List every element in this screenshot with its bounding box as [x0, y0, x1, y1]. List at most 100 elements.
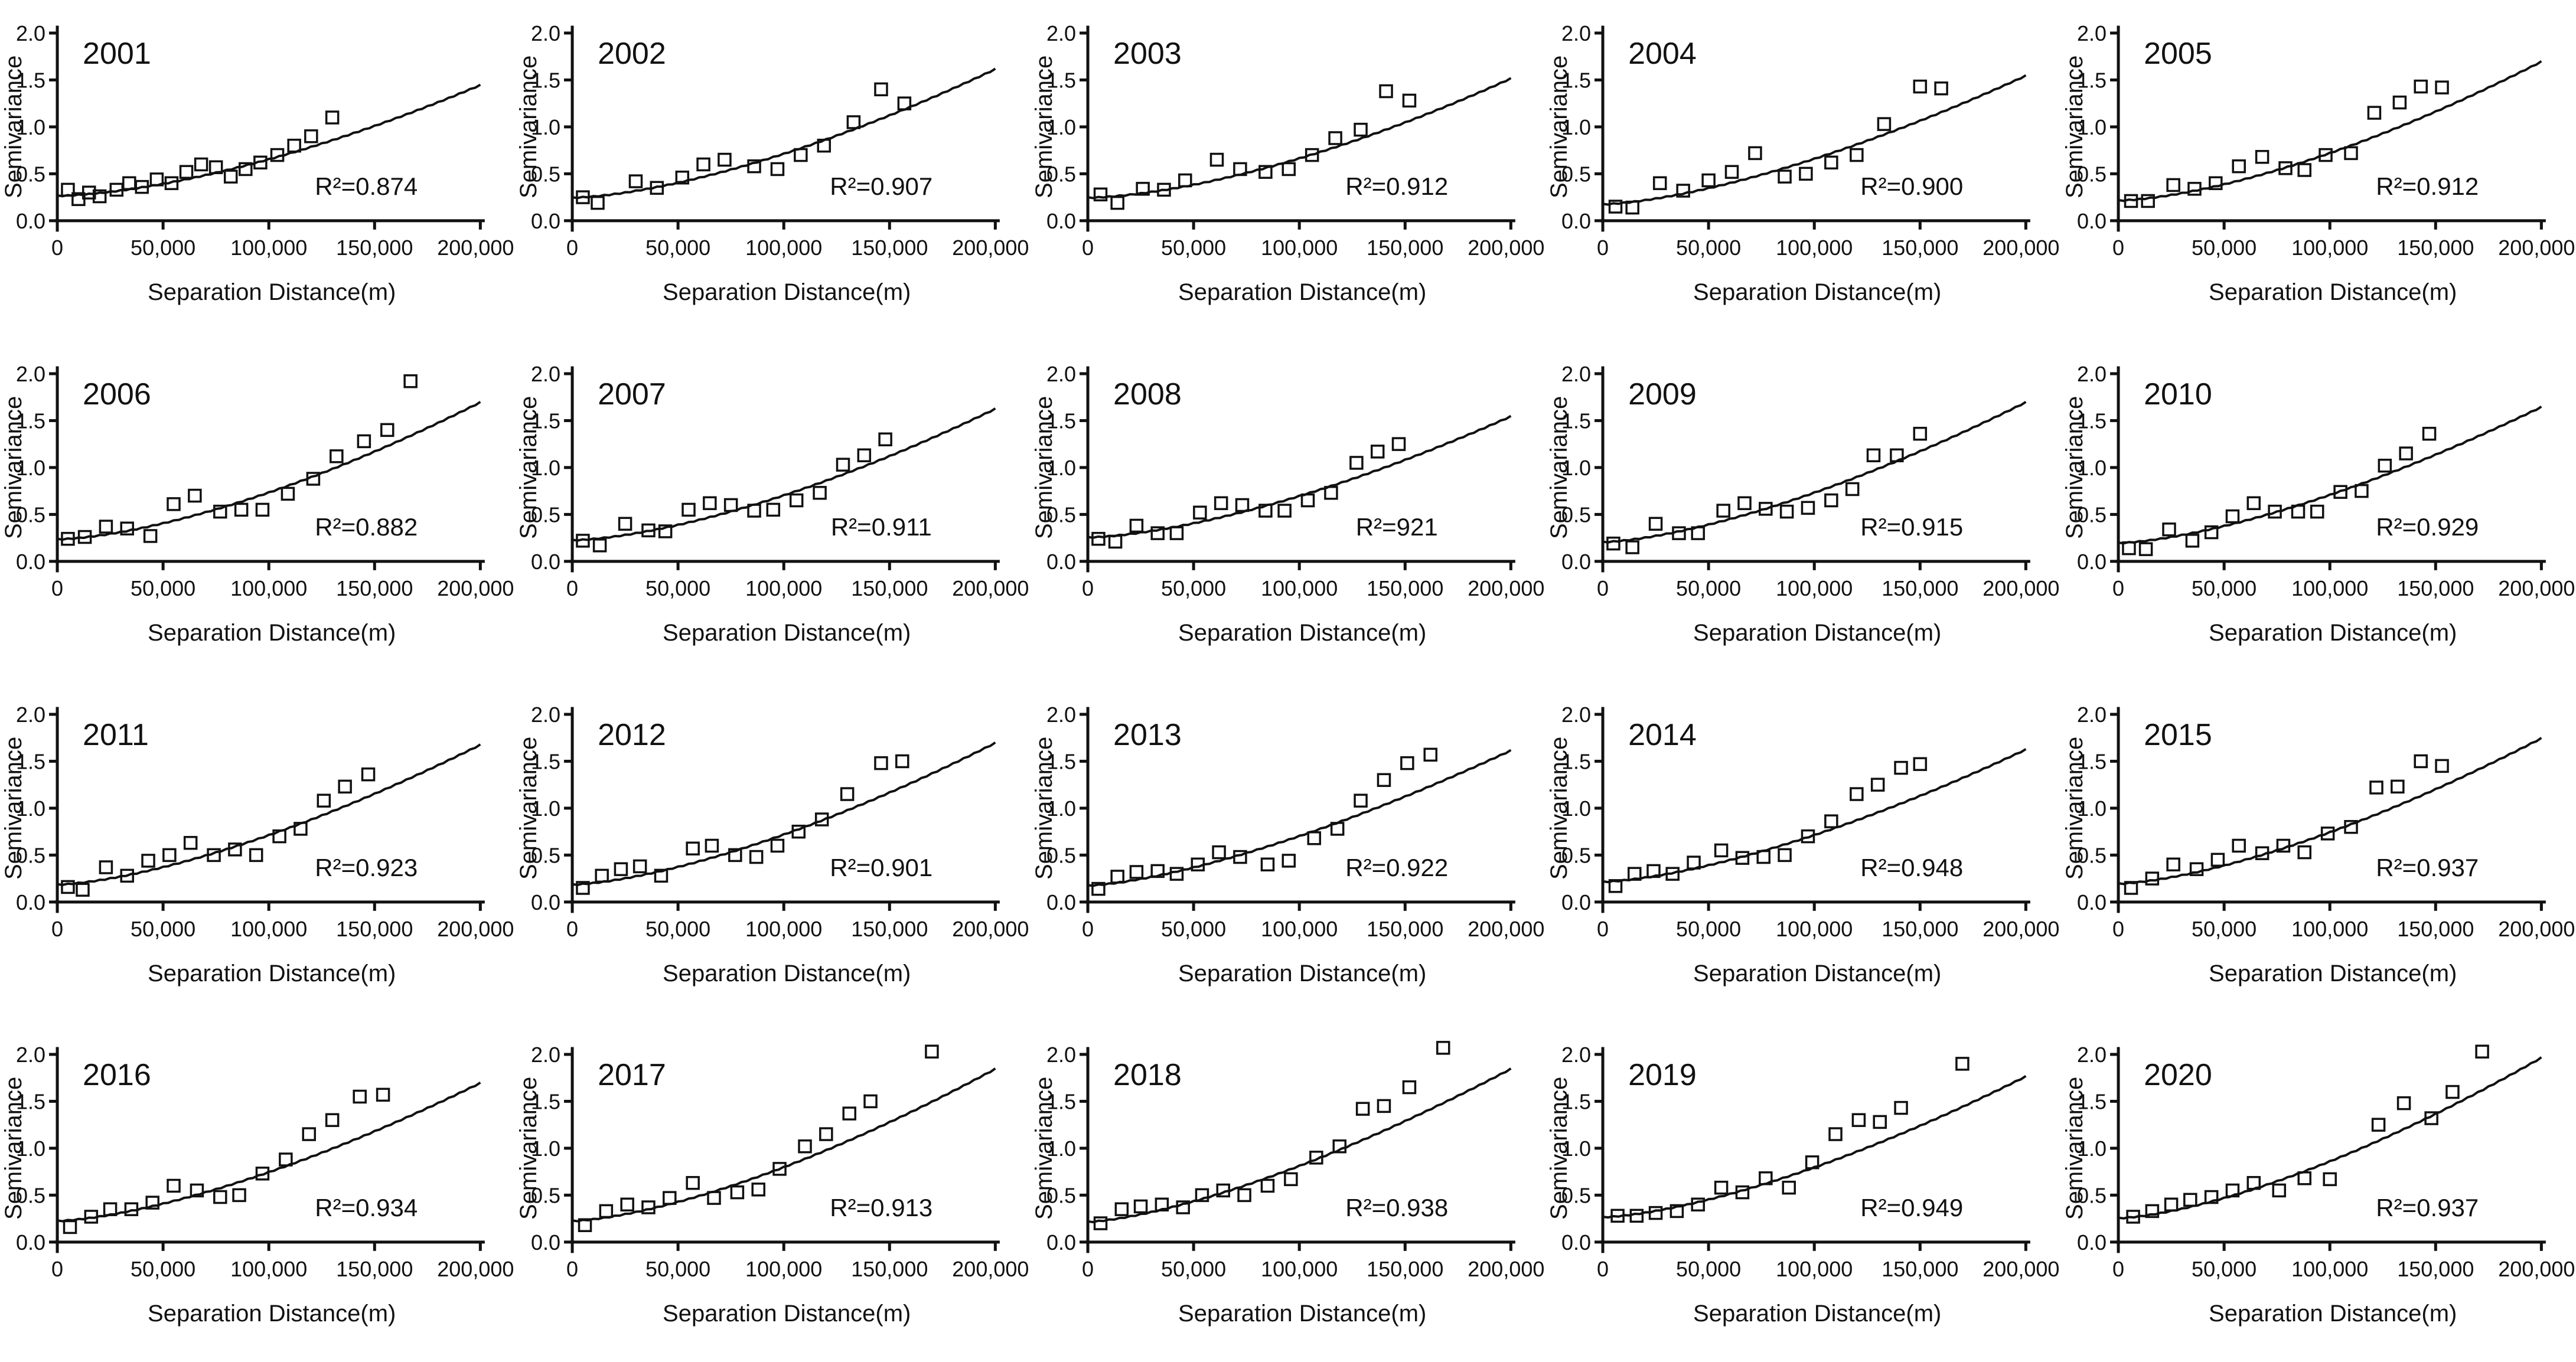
data-point — [99, 520, 113, 534]
year-label: 2013 — [1113, 717, 1182, 752]
y-tick-label: 0.5 — [1561, 1184, 1591, 1208]
x-tick-label: 0 — [1082, 576, 1094, 600]
y-tick-label: 1.0 — [16, 1136, 45, 1161]
data-point — [183, 835, 198, 850]
data-point — [2166, 857, 2180, 871]
r-squared-label: R²=0.913 — [830, 1194, 933, 1221]
x-tick-label: 50,000 — [1676, 576, 1741, 600]
data-point — [2434, 80, 2449, 94]
x-axis-title: Separation Distance(m) — [1178, 1301, 1426, 1327]
x-tick-label: 50,000 — [645, 1257, 710, 1281]
panel-2010: 0.0 0.5 1.0 1.5 2.0 0 50,000 100,000 150,000 200,… — [2061, 341, 2576, 681]
data-point — [1606, 536, 1620, 551]
data-point — [1155, 1197, 1169, 1212]
y-axis-title: Semivariance — [1031, 736, 1057, 879]
y-tick-label: 0.0 — [1046, 1230, 1076, 1255]
data-point — [1114, 1202, 1129, 1217]
data-point — [2138, 542, 2153, 556]
data-point — [149, 172, 164, 187]
data-point — [1354, 122, 1368, 137]
x-tick-label: 150,000 — [1882, 236, 1958, 260]
data-point — [2183, 1193, 2197, 1207]
data-point — [1305, 148, 1319, 162]
y-axis-title: Semivariance — [2062, 55, 2088, 198]
data-point — [103, 1202, 118, 1217]
y-tick-label: 1.0 — [1561, 456, 1591, 480]
x-tick-label: 100,000 — [1776, 576, 1853, 600]
data-point — [2333, 485, 2347, 499]
data-point — [77, 530, 92, 544]
chart-2017: 0.0 0.5 1.0 1.5 2.0 0 50,000 100,000 150,000 200,… — [516, 1043, 1029, 1327]
data-point — [2124, 194, 2138, 208]
x-tick-label: 150,000 — [852, 576, 928, 600]
panel-2006: 0.0 0.5 1.0 1.5 2.0 0 50,000 100,000 150,000 200,… — [0, 341, 515, 681]
data-point — [1691, 526, 1706, 540]
data-point — [1354, 793, 1368, 808]
r-squared-label: R²=0.937 — [2376, 1194, 2479, 1221]
chart-2011: 0.0 0.5 1.0 1.5 2.0 0 50,000 100,000 150,000 200,… — [1, 702, 514, 986]
r-squared-label: R²=0.900 — [1860, 172, 1963, 200]
data-point — [167, 1178, 181, 1193]
y-tick-label: 0.5 — [2077, 843, 2107, 867]
y-tick-label: 1.5 — [16, 1090, 45, 1114]
y-tick-label: 1.0 — [16, 456, 45, 480]
data-point — [2246, 496, 2261, 510]
data-point — [141, 853, 155, 868]
data-point — [1850, 786, 1864, 801]
data-point — [895, 754, 909, 768]
x-tick-label: 100,000 — [230, 236, 307, 260]
x-tick-label: 100,000 — [2291, 916, 2368, 940]
data-point — [1178, 173, 1192, 188]
data-point — [1649, 1206, 1663, 1220]
data-point — [1608, 200, 1623, 214]
data-point — [2291, 504, 2305, 519]
data-point — [614, 861, 628, 876]
y-tick-label: 0.0 — [1561, 209, 1591, 233]
x-tick-label: 100,000 — [1776, 1257, 1853, 1281]
y-tick-label: 1.5 — [2077, 68, 2107, 92]
y-tick-label: 2.0 — [16, 1043, 45, 1067]
data-point — [1828, 1127, 1843, 1142]
chart-2007: 0.0 0.5 1.0 1.5 2.0 0 50,000 100,000 150,000 200,… — [516, 362, 1029, 646]
data-point — [2255, 845, 2269, 860]
data-point — [747, 159, 762, 174]
fit-curve — [572, 741, 996, 886]
x-tick-label: 150,000 — [1367, 1257, 1443, 1281]
x-axis-title: Separation Distance(m) — [663, 279, 911, 305]
r-squared-label: R²=0.912 — [2376, 172, 2479, 200]
fit-curve — [2118, 1056, 2542, 1220]
data-point — [1610, 1209, 1625, 1223]
data-point — [1801, 501, 1815, 515]
data-point — [194, 157, 208, 172]
data-point — [1801, 829, 1815, 843]
year-label: 2010 — [2144, 377, 2212, 411]
x-tick-label: 0 — [1082, 916, 1094, 940]
fit-curve — [572, 407, 996, 542]
chart-2019: 0.0 0.5 1.0 1.5 2.0 0 50,000 100,000 150,000 200,… — [1546, 1043, 2059, 1327]
panel-2014: 0.0 0.5 1.0 1.5 2.0 0 50,000 100,000 150,000 200,… — [1545, 681, 2060, 1022]
data-point — [1330, 821, 1345, 836]
data-point — [143, 528, 158, 543]
data-point — [135, 179, 149, 194]
x-tick-label: 100,000 — [1261, 916, 1338, 940]
x-tick-label: 50,000 — [2192, 576, 2257, 600]
y-tick-label: 1.0 — [16, 115, 45, 139]
data-point — [253, 155, 268, 170]
data-point — [1192, 505, 1207, 520]
x-tick-label: 100,000 — [230, 916, 307, 940]
y-axis-title: Semivariance — [2062, 736, 2088, 879]
r-squared-label: R²=0.882 — [315, 513, 418, 541]
x-tick-label: 150,000 — [336, 1257, 413, 1281]
x-tick-label: 100,000 — [1261, 236, 1338, 260]
panel-2013: 0.0 0.5 1.0 1.5 2.0 0 50,000 100,000 150,000 200,… — [1031, 681, 1545, 1022]
x-tick-label: 0 — [51, 236, 63, 260]
data-point — [1323, 485, 1338, 500]
y-tick-label: 1.0 — [531, 1136, 560, 1161]
y-tick-label: 1.0 — [16, 796, 45, 820]
data-point — [1400, 756, 1414, 770]
year-label: 2003 — [1113, 37, 1182, 71]
data-point — [304, 129, 318, 143]
data-point — [705, 838, 719, 853]
data-point — [1805, 1155, 1819, 1170]
x-axis-title: Separation Distance(m) — [1693, 960, 1941, 986]
